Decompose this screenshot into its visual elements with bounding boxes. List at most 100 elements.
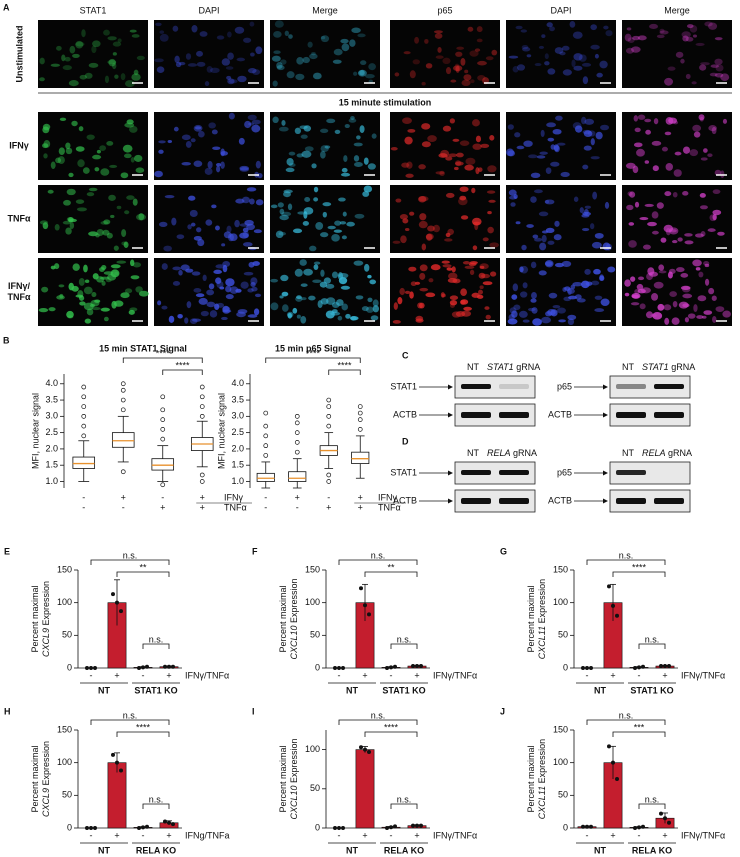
cell bbox=[69, 222, 75, 229]
cell bbox=[350, 116, 355, 120]
cell bbox=[583, 145, 592, 151]
cell bbox=[548, 292, 558, 299]
box bbox=[288, 471, 307, 482]
y-tick-label: 4.0 bbox=[231, 378, 244, 388]
replicate-point bbox=[137, 666, 141, 670]
cell bbox=[600, 298, 610, 306]
cell bbox=[507, 150, 516, 157]
cell bbox=[427, 135, 437, 143]
x-row-name: IFNγ bbox=[378, 492, 397, 502]
replicate-point bbox=[581, 824, 585, 829]
significance-label: n.s. bbox=[123, 710, 138, 720]
cell bbox=[243, 37, 252, 43]
arrow-head bbox=[448, 412, 453, 418]
cell bbox=[518, 310, 528, 318]
replicate-point bbox=[115, 760, 119, 765]
cell bbox=[682, 191, 689, 196]
cell bbox=[99, 145, 107, 152]
cell bbox=[540, 129, 545, 137]
cell bbox=[659, 30, 669, 35]
cell bbox=[470, 79, 475, 84]
replicate-point bbox=[385, 666, 389, 670]
cell bbox=[81, 29, 86, 38]
panel-letter: J bbox=[500, 706, 505, 716]
cell bbox=[173, 126, 179, 132]
cell bbox=[294, 268, 303, 277]
cell bbox=[199, 31, 208, 37]
lane-label: STAT1 gRNA bbox=[642, 362, 695, 372]
cell bbox=[242, 227, 249, 233]
cell bbox=[214, 303, 220, 311]
y-label-line: Percent maximal bbox=[30, 585, 40, 652]
cell bbox=[508, 314, 515, 321]
cell bbox=[309, 245, 317, 252]
cell bbox=[320, 232, 329, 238]
cell bbox=[333, 48, 343, 56]
cell bbox=[39, 77, 45, 82]
cell bbox=[634, 127, 641, 133]
y-tick-label: 100 bbox=[305, 597, 320, 607]
cell bbox=[447, 228, 454, 236]
cell bbox=[564, 286, 571, 291]
x-tick-label: + bbox=[414, 830, 419, 840]
outlier bbox=[357, 404, 363, 409]
cell bbox=[342, 211, 347, 217]
cell bbox=[607, 266, 616, 273]
x-tick-label: - bbox=[338, 670, 341, 680]
cell bbox=[368, 63, 376, 71]
cell bbox=[712, 213, 717, 221]
blot-target: ACTB bbox=[548, 495, 572, 505]
cell bbox=[124, 122, 135, 128]
cell bbox=[424, 38, 429, 44]
cell bbox=[717, 231, 725, 236]
cell bbox=[472, 143, 482, 150]
cell bbox=[234, 219, 240, 228]
outlier bbox=[326, 397, 332, 403]
cell bbox=[308, 295, 316, 301]
y-tick-label: 100 bbox=[553, 597, 568, 607]
cell bbox=[546, 122, 556, 128]
cell bbox=[215, 162, 222, 167]
cell bbox=[100, 168, 110, 176]
cell bbox=[237, 309, 248, 314]
cell bbox=[701, 315, 707, 319]
cell bbox=[130, 275, 140, 280]
cell bbox=[449, 300, 458, 306]
arrow-head bbox=[603, 412, 608, 418]
bar bbox=[355, 749, 375, 829]
cell bbox=[710, 64, 720, 68]
outlier bbox=[263, 453, 269, 458]
cell bbox=[631, 292, 641, 299]
cell bbox=[419, 287, 429, 292]
box bbox=[151, 458, 175, 471]
cell bbox=[530, 261, 537, 269]
outlier bbox=[81, 423, 87, 429]
cell bbox=[307, 41, 313, 48]
cell bbox=[541, 230, 549, 234]
row-label: IFNγ/ bbox=[8, 281, 31, 291]
cell bbox=[709, 72, 718, 77]
cell bbox=[665, 227, 671, 236]
cell bbox=[75, 40, 84, 49]
x-tick-label: + bbox=[358, 492, 363, 502]
cell bbox=[191, 25, 198, 33]
treatment-label: IFNγ/TNFα bbox=[433, 830, 477, 840]
cell bbox=[582, 227, 590, 232]
cell bbox=[541, 316, 551, 324]
cell bbox=[515, 221, 521, 225]
x-tick-label: + bbox=[200, 492, 205, 502]
cell bbox=[216, 281, 224, 289]
lane-gene: NT bbox=[622, 448, 634, 458]
lane-label: STAT1 gRNA bbox=[487, 362, 540, 372]
cell bbox=[418, 196, 429, 202]
outlier bbox=[294, 413, 300, 419]
cell bbox=[88, 62, 99, 68]
cell bbox=[582, 76, 589, 85]
cell bbox=[56, 295, 65, 300]
cell bbox=[556, 307, 566, 314]
cell bbox=[237, 75, 247, 83]
micrograph bbox=[506, 20, 616, 88]
cell bbox=[339, 221, 347, 225]
band bbox=[461, 498, 491, 504]
x-tick-label: - bbox=[82, 492, 85, 502]
